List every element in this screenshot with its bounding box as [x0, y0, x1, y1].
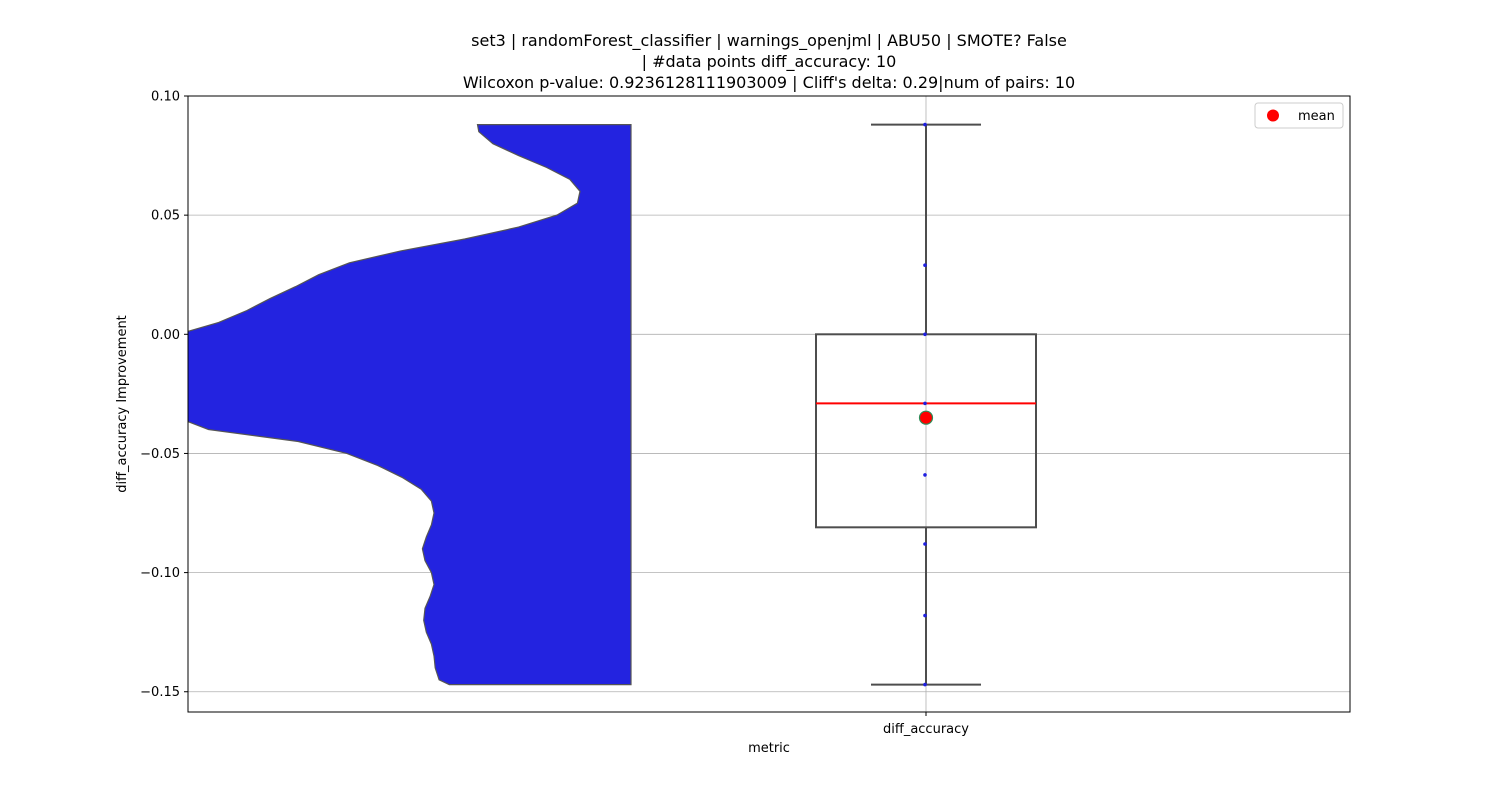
plot-frame	[187, 95, 1351, 713]
y-tick-label-1: 0.05	[151, 209, 180, 224]
x-axis-label: metric	[748, 741, 790, 756]
y-tick-label-3: −0.05	[140, 447, 180, 462]
chart-title-line-1: set3 | randomForest_classifier | warning…	[471, 31, 1067, 51]
chart-title: set3 | randomForest_classifier | warning…	[463, 31, 1075, 92]
violin-body	[188, 123, 632, 686]
chart-title-line-3: Wilcoxon p-value: 0.9236128111903009 | C…	[463, 73, 1075, 92]
legend: mean	[1254, 102, 1344, 129]
y-tick-label-5: −0.15	[140, 685, 180, 700]
y-tick-label-2: 0.00	[151, 328, 180, 343]
violin-group	[188, 123, 632, 686]
data-point-0	[923, 122, 927, 127]
mean-marker	[918, 410, 934, 425]
data-point-5	[923, 542, 927, 546]
x-tick-label-0: diff_accuracy	[883, 722, 969, 737]
data-point-1	[923, 263, 927, 267]
data-point-6	[923, 613, 927, 618]
data-point-3	[923, 401, 927, 406]
data-points	[918, 122, 934, 687]
y-axis-label: diff_accuracy Improvement	[115, 315, 130, 493]
chart-title-line-2: | #data points diff_accuracy: 10	[642, 52, 897, 72]
legend-box	[1254, 102, 1344, 129]
y-tick-label-0: 0.10	[151, 90, 180, 105]
data-point-7	[923, 682, 927, 687]
y-tick-label-4: −0.10	[140, 566, 180, 581]
data-point-4	[923, 473, 927, 477]
legend-label-mean: mean	[1298, 109, 1335, 124]
legend-mean-marker	[1267, 109, 1279, 122]
data-point-2	[923, 332, 927, 337]
y-axis: 0.10 0.05 0.00 −0.05 −0.10 −0.15 diff_accuracy…	[115, 90, 188, 700]
